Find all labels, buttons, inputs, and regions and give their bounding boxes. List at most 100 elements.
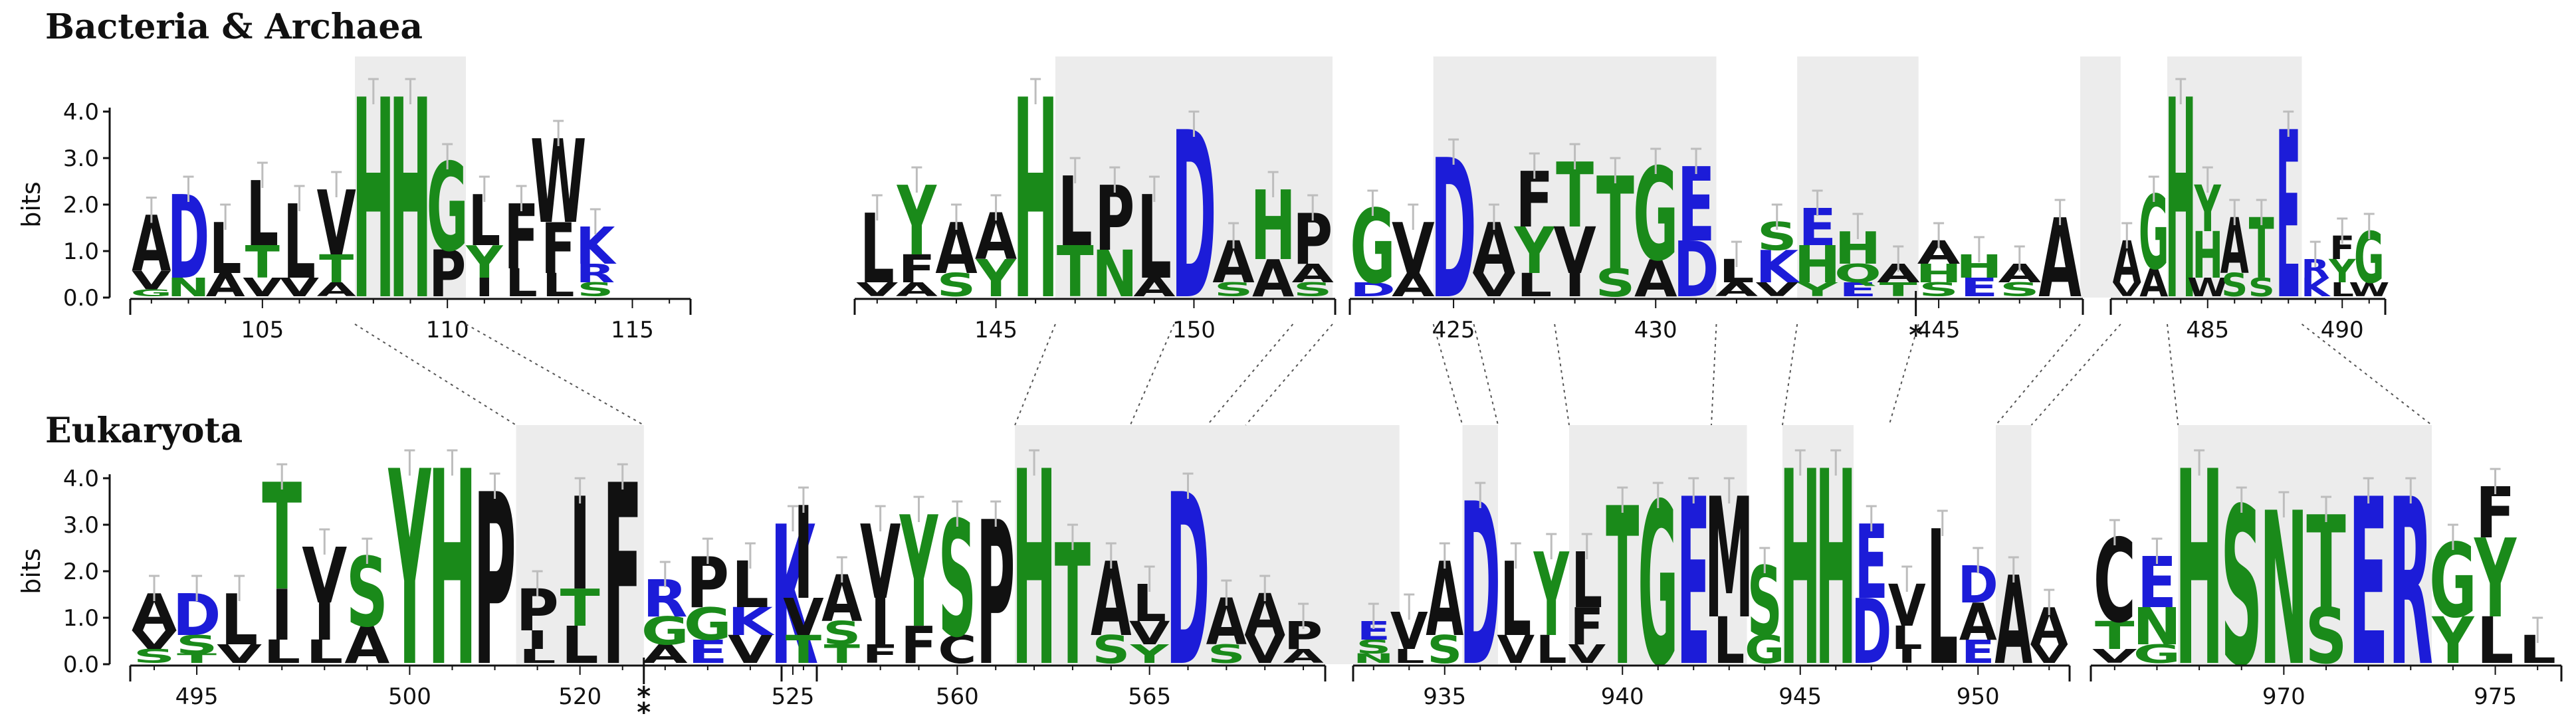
x-tick-label: 940: [1601, 683, 1644, 710]
logo-letter-T: T: [245, 236, 280, 288]
logo-column: LY: [1533, 529, 1570, 672]
error-bar: [1723, 477, 1735, 503]
error-bar: [553, 120, 564, 146]
logo-letter-G: G: [641, 609, 689, 654]
error-bar: [1652, 482, 1664, 508]
alignment-connectors: [354, 323, 2432, 426]
logo-column: ATV: [317, 171, 356, 301]
error-bar: [2148, 175, 2159, 202]
logo-column: LV: [1390, 593, 1428, 668]
x-tick-label: 145: [974, 317, 1018, 343]
error-bar: [1866, 505, 1877, 531]
error-bar: [1221, 579, 1232, 606]
conserved-region: [1055, 56, 1333, 298]
connector-line: [1206, 323, 1294, 426]
logo-column: SA: [1206, 579, 1247, 669]
logo-column: VL: [217, 575, 263, 669]
error-bar: [1650, 147, 1662, 174]
error-bar: [1771, 203, 1782, 230]
logo-column: VA: [2113, 222, 2141, 301]
alignment-gap-marker: *: [637, 697, 651, 724]
logo-column: K: [770, 487, 817, 709]
y-tick-label: 1.0: [63, 238, 99, 265]
logo-column: D: [1166, 444, 1210, 719]
logo-column: S: [2220, 462, 2262, 715]
logo-letter-V: V: [783, 588, 824, 647]
error-bar: [1901, 565, 1913, 592]
connector-line: [1473, 323, 1499, 426]
logo-letter-I: I: [271, 575, 293, 656]
x-axis: 105 110 115: [129, 298, 692, 343]
error-bar: [331, 171, 342, 197]
x-tick-label: 525: [772, 683, 815, 710]
connector-line: [354, 323, 517, 426]
logo-column: VL: [280, 183, 319, 302]
error-bar: [1731, 240, 1742, 267]
logo-column: GVA: [130, 197, 172, 298]
logo-letter-D: D: [1350, 278, 1396, 301]
logo-column: TVI: [783, 480, 824, 672]
error-bar: [875, 505, 886, 531]
error-bar: [183, 175, 194, 202]
error-bar: [787, 505, 798, 531]
x-axis: 935 940 945 950: [1352, 664, 2071, 710]
error-bar: [2202, 166, 2213, 193]
logo-column: ST: [2248, 199, 2275, 303]
error-bar: [479, 175, 490, 202]
logo-column: AFY: [896, 165, 938, 301]
logo-letter-V: V: [2092, 646, 2137, 668]
logo-letter-A: A: [1292, 259, 1335, 288]
logo-column: VA: [1245, 575, 1285, 672]
connector-line: [465, 323, 645, 426]
error-bar: [1259, 575, 1271, 601]
error-bar: [2363, 477, 2374, 503]
error-bar: [2283, 110, 2294, 137]
logo-column: AG: [1633, 141, 1678, 308]
logo-column: SA: [1091, 541, 1131, 672]
x-axis: 145 150: [853, 298, 1337, 343]
x-tick-label: 945: [1778, 683, 1822, 710]
error-bar: [1148, 175, 1160, 202]
logo-letter-I: I: [871, 585, 891, 660]
logo-letter-T: T: [824, 639, 861, 669]
logo-column: A: [1994, 551, 2032, 692]
logo-letter-V: V: [132, 625, 177, 655]
error-bar: [1067, 523, 1078, 550]
logo-letter-S: S: [577, 278, 613, 301]
error-bar: [362, 537, 373, 564]
logo-column: SVA: [132, 575, 177, 668]
error-bar: [1307, 194, 1319, 221]
logo-letter-Y: Y: [1796, 278, 1838, 301]
logo-column: VFL: [1568, 533, 1606, 670]
error-bar: [1105, 542, 1117, 569]
error-bar: [146, 197, 157, 223]
logo-letter-S: S: [133, 646, 175, 668]
error-bar: [2490, 468, 2501, 494]
logo-column: H: [1816, 415, 1856, 724]
error-bar: [2109, 519, 2120, 545]
logo-letter-S: S: [2000, 278, 2040, 301]
error-bar: [2309, 240, 2321, 267]
logo-column: DE: [1851, 503, 1891, 684]
error-bar: [1069, 157, 1081, 183]
logo-letter-F: F: [1570, 596, 1604, 656]
error-bar: [191, 575, 203, 601]
logo-letter-V: V: [132, 266, 171, 296]
logo-letter-V: V: [1129, 615, 1170, 652]
error-bar: [2151, 537, 2163, 564]
error-bar: [2532, 616, 2543, 643]
logo-letter-T: T: [177, 651, 217, 666]
logo-letter-K: K: [2301, 273, 2331, 302]
logo-letter-S: S: [1214, 279, 1253, 301]
row-title-eukaryota: Eukaryota: [45, 410, 243, 451]
logo-column: LIV: [302, 528, 347, 671]
logo-letter-V: V: [217, 639, 263, 669]
error-bar: [2054, 199, 2066, 225]
y-axis: 0.0 1.0 2.0 3.0 4.0 bits: [17, 466, 111, 678]
logo-letter-V: V: [1568, 640, 1606, 670]
logo-column: PG: [427, 137, 469, 312]
logo-column: ST: [1595, 150, 1635, 305]
error-bar: [744, 542, 756, 569]
logo-column: KR: [2301, 240, 2331, 303]
